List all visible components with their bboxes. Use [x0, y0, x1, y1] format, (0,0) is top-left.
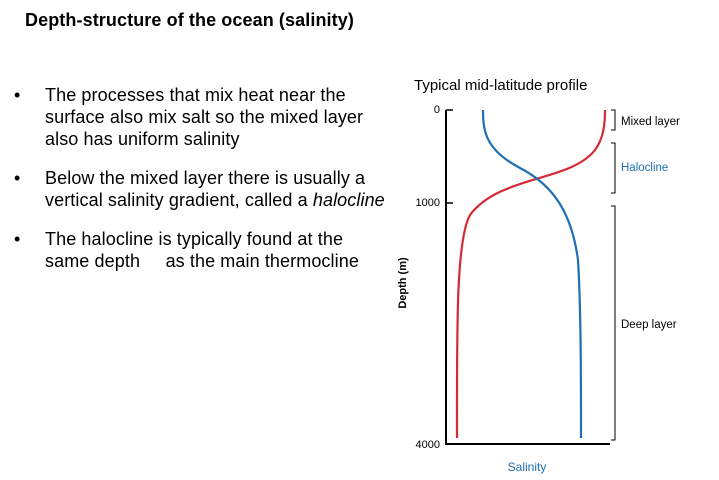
y-tick-label: 1000 [416, 197, 440, 209]
bullet-item: • Below the mixed layer there is usually… [14, 167, 389, 211]
bullet-list: • The processes that mix heat near the s… [14, 84, 389, 289]
bullet-text: The halocline is typically found at the … [45, 229, 359, 271]
bullet-marker: • [14, 85, 21, 105]
bullet-item: • The processes that mix heat near the s… [14, 84, 389, 150]
mixed-layer-label: Mixed layer [621, 116, 680, 128]
deep-layer-bracket [611, 205, 616, 441]
bullet-item: • The halocline is typically found at th… [14, 228, 389, 272]
slide-title: Depth-structure of the ocean (salinity) [25, 10, 354, 30]
mixed-layer-bracket [611, 109, 616, 131]
blue-salinity-profile-line [481, 109, 583, 439]
halocline-label: Halocline [621, 162, 668, 174]
y-tick-label: 4000 [416, 439, 440, 451]
y-axis-label: Depth (m) [397, 257, 409, 309]
red-salinity-profile-line [455, 109, 607, 439]
chart-title: Typical mid-latitude profile [414, 77, 588, 94]
halocline-term: halocline [312, 190, 385, 210]
halocline-bracket [611, 142, 616, 194]
bullet-marker: • [14, 168, 21, 188]
deep-layer-label: Deep layer [621, 319, 677, 331]
bullet-text: Below the mixed layer there is usually a… [45, 168, 366, 210]
bullet-text: The processes that mix heat near the sur… [45, 85, 364, 149]
x-axis-label: Salinity [508, 460, 547, 474]
bullet-marker: • [14, 229, 21, 249]
y-tick-label: 0 [434, 104, 440, 116]
